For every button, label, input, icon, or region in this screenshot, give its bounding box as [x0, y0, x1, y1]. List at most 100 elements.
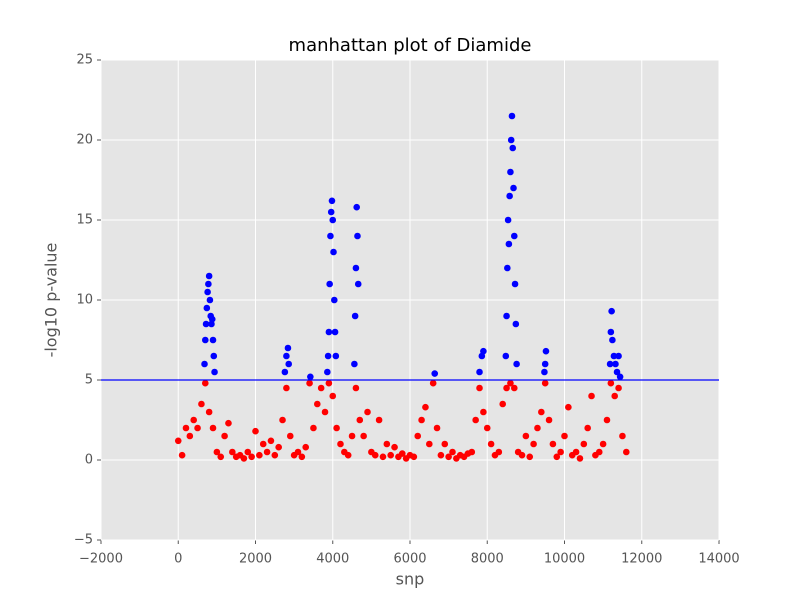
data-point — [209, 336, 217, 344]
data-point — [502, 352, 510, 360]
data-point — [510, 184, 517, 192]
data-point — [205, 408, 213, 416]
data-point — [248, 453, 255, 461]
data-point — [329, 216, 337, 224]
x-tick-label: 14000 — [698, 552, 739, 567]
x-tick-label: 2000 — [239, 552, 272, 567]
data-point — [217, 453, 225, 461]
data-point — [445, 453, 452, 461]
y-tick-label: 5 — [85, 373, 93, 388]
data-point — [609, 336, 616, 344]
data-point — [327, 232, 334, 240]
data-point — [510, 384, 518, 392]
data-point — [330, 296, 338, 304]
data-point — [526, 453, 534, 461]
data-point — [549, 440, 557, 448]
data-point — [354, 280, 362, 288]
data-point — [371, 451, 379, 459]
data-point — [580, 440, 588, 448]
data-point — [283, 352, 290, 360]
y-axis-label: -log10 p-value — [42, 243, 61, 358]
data-point — [506, 192, 513, 200]
data-point — [510, 232, 518, 240]
data-point — [252, 427, 259, 435]
data-point — [379, 453, 387, 461]
data-point — [483, 424, 491, 432]
data-point — [329, 392, 337, 400]
y-tick-label: 20 — [76, 133, 93, 148]
data-point — [256, 451, 263, 459]
data-point — [324, 368, 331, 376]
data-point — [205, 272, 213, 280]
data-point — [476, 384, 483, 392]
data-point — [513, 360, 520, 368]
data-point — [541, 360, 549, 368]
y-tick-label: 25 — [76, 53, 93, 68]
data-point — [449, 448, 456, 456]
y-tick-label: 15 — [76, 213, 93, 228]
data-point — [613, 368, 621, 376]
data-point — [611, 392, 619, 400]
data-point — [330, 248, 337, 256]
data-point — [244, 448, 252, 456]
data-point — [201, 336, 209, 344]
data-point — [194, 424, 201, 432]
data-point — [476, 368, 483, 376]
data-point — [267, 437, 275, 445]
data-point — [332, 352, 340, 360]
data-point — [504, 264, 511, 272]
data-point — [509, 144, 517, 152]
data-point — [202, 320, 210, 328]
data-point — [610, 352, 618, 360]
data-point — [279, 416, 286, 424]
data-point — [324, 352, 332, 360]
data-point — [351, 312, 359, 320]
data-point — [511, 280, 519, 288]
data-point — [325, 379, 333, 387]
data-point — [607, 328, 615, 336]
data-point — [263, 448, 271, 456]
data-point — [337, 440, 344, 448]
data-point — [285, 360, 293, 368]
chart-title: manhattan plot of Diamide — [289, 35, 532, 56]
data-point — [353, 203, 360, 211]
data-point — [557, 448, 564, 456]
data-point — [205, 280, 212, 288]
data-point — [608, 307, 615, 315]
data-point — [522, 432, 530, 440]
data-point — [281, 368, 289, 376]
data-point — [426, 440, 433, 448]
data-point — [468, 448, 476, 456]
data-point — [348, 432, 356, 440]
data-point — [612, 360, 619, 368]
data-point — [208, 315, 216, 323]
data-point — [507, 136, 515, 144]
x-tick-label: 6000 — [393, 552, 426, 567]
data-point — [433, 424, 441, 432]
data-point — [545, 416, 553, 424]
data-point — [317, 384, 325, 392]
data-point — [328, 197, 336, 205]
grid — [97, 59, 720, 544]
data-point — [331, 328, 339, 336]
data-point — [314, 400, 321, 408]
data-point — [503, 384, 510, 392]
data-point — [206, 296, 214, 304]
data-point — [534, 424, 541, 432]
data-point — [356, 416, 364, 424]
data-point — [437, 451, 445, 459]
x-tick-label: 12000 — [621, 552, 662, 567]
data-point — [615, 384, 622, 392]
data-point — [538, 408, 545, 416]
data-point — [221, 432, 228, 440]
data-point — [190, 416, 197, 424]
data-point — [225, 419, 232, 427]
x-tick-label: 4000 — [316, 552, 349, 567]
data-point — [364, 408, 371, 416]
data-point — [487, 440, 495, 448]
data-point — [429, 379, 437, 387]
data-point — [306, 379, 313, 387]
data-point — [606, 360, 614, 368]
data-point — [240, 455, 248, 462]
marks — [101, 112, 719, 462]
